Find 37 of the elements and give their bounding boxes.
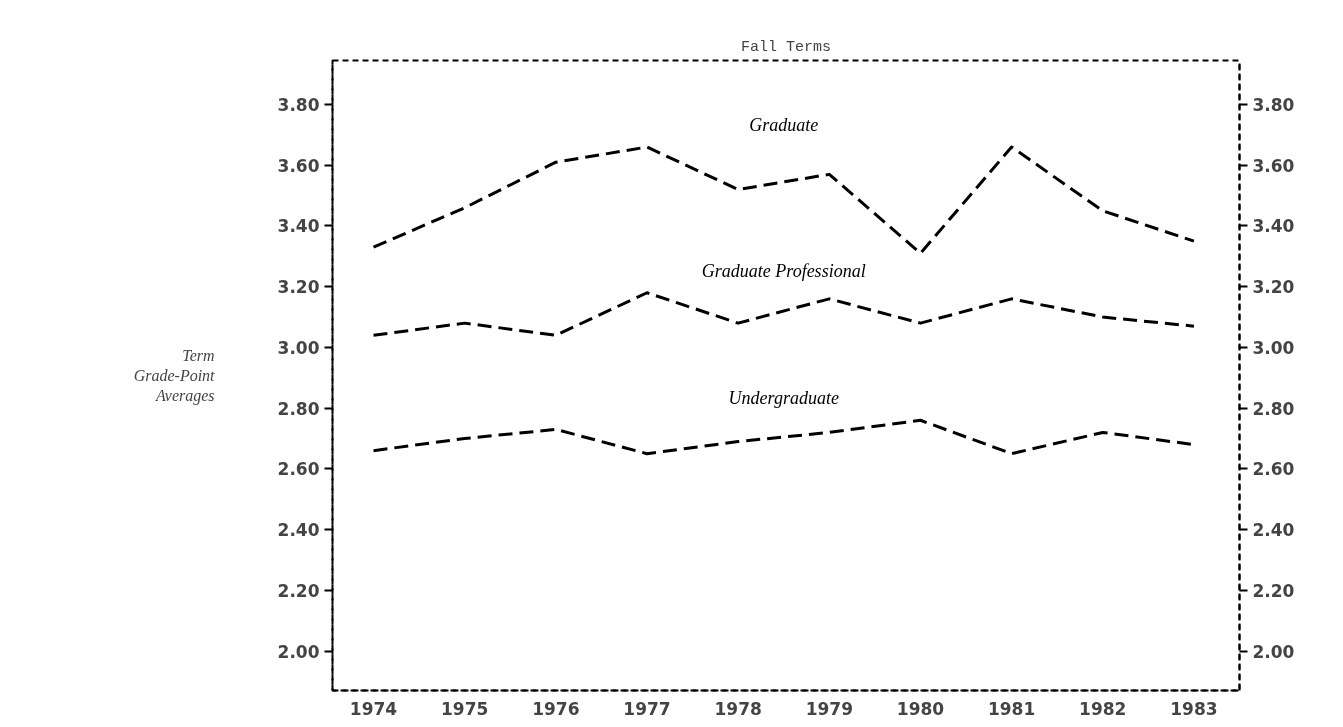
series-label: Graduate Professional [701, 260, 866, 281]
text: Graduate [749, 114, 819, 135]
x-tick-label: 1981 [987, 698, 1036, 719]
y-tick-label: 2.20 [277, 580, 320, 601]
y-tick-label: 3.60 [277, 155, 320, 176]
y-tick-label: 3.20 [277, 277, 320, 298]
y2-tick-label: 2.20 [1252, 580, 1295, 601]
x-tick-label: 1980 [896, 698, 945, 719]
y2-tick-label: 3.80 [1252, 95, 1295, 116]
y2-tick-label: 3.00 [1252, 337, 1295, 358]
y2-tick-label: 2.60 [1252, 459, 1295, 480]
y2-tick-label: 3.40 [1252, 216, 1295, 237]
y-axis-title: Term Grade-Point Averages [133, 346, 216, 406]
y2-tick-label: 2.40 [1252, 520, 1295, 541]
y-tick-label: 3.80 [277, 95, 320, 116]
line-series [372, 145, 1196, 255]
y-tick-label: 3.40 [277, 216, 320, 237]
series-label: Undergraduate [728, 388, 839, 409]
x-tick-label: 1978 [714, 698, 762, 719]
x-tick-label: 1974 [349, 698, 398, 719]
y-tick-label: 2.80 [277, 398, 320, 419]
y2-tick-label: 3.60 [1252, 155, 1295, 176]
y-tick-label: 2.00 [277, 641, 320, 662]
chart-title: Fall Terms [740, 38, 832, 56]
y-tick-label: 2.60 [277, 459, 320, 480]
line-series [372, 291, 1196, 337]
x-tick-label: 1976 [532, 698, 580, 719]
x-tick-label: 1979 [805, 698, 853, 719]
y2-tick-label: 2.80 [1252, 398, 1295, 419]
y-tick-label: 3.00 [277, 337, 320, 358]
y2-tick-label: 3.20 [1252, 277, 1295, 298]
x-tick-label: 1983 [1170, 698, 1218, 719]
x-tick-label: 1977 [623, 698, 671, 719]
x-tick-label: 1982 [1079, 698, 1127, 719]
y2-tick-label: 2.00 [1252, 641, 1295, 662]
x-tick-label: 1975 [441, 698, 489, 719]
y-tick-label: 2.40 [277, 520, 320, 541]
